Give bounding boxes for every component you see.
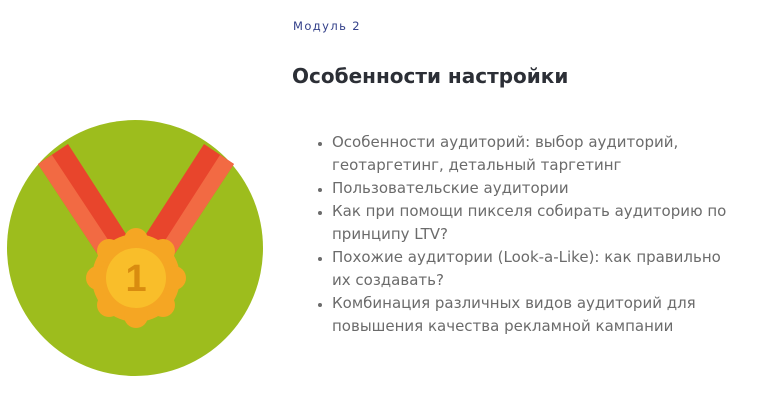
medal-number: 1 xyxy=(125,258,146,300)
topic-item: Комбинация различных видов аудиторий для… xyxy=(332,292,742,338)
topic-item: Пользовательские аудитории xyxy=(332,177,742,200)
medal-icon: 1 xyxy=(7,120,263,376)
topic-item: Похожие аудитории (Look-a-Like): как пра… xyxy=(332,246,742,292)
topic-item: Как при помощи пикселя собирать аудитори… xyxy=(332,200,742,246)
topic-list: Особенности аудиторий: выбор аудиторий, … xyxy=(292,131,742,338)
medal-badge: 1 xyxy=(86,228,186,328)
section-title: Особенности настройки xyxy=(292,64,569,88)
medal-illustration: 1 xyxy=(0,110,272,390)
module-label: Модуль 2 xyxy=(293,19,362,33)
topic-item: Особенности аудиторий: выбор аудиторий, … xyxy=(332,131,742,177)
